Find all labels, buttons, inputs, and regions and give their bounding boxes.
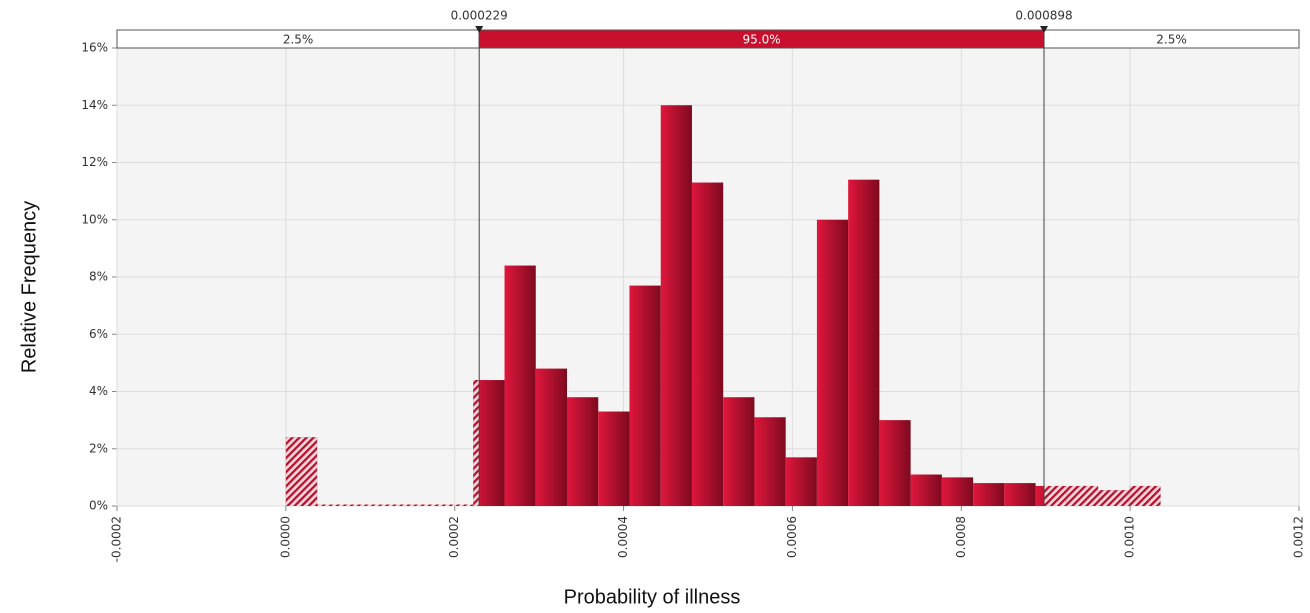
bar-hatch [442,504,474,506]
bar [785,457,817,506]
region-label: 2.5% [283,33,314,47]
bar-hatch [379,504,411,506]
x-tick-label: 0.0012 [1292,516,1306,558]
y-tick-label: 6% [89,327,108,341]
x-tick-label: 0.0002 [447,516,461,558]
bar [941,477,974,506]
bar [504,265,536,506]
x-tick-label: -0.0002 [110,516,124,562]
y-axis-title: Relative Frequency [18,201,40,373]
y-tick-label: 16% [81,41,108,55]
delimiter-label: 0.000229 [451,9,508,23]
delimiter-marker [475,26,484,33]
bar [754,417,786,506]
x-axis-title: Probability of illness [564,586,741,608]
bar [567,397,599,506]
bar-hatch [1129,485,1161,506]
bar-hatch [1044,485,1067,506]
bar [1004,483,1036,506]
bar-hatch [473,380,480,506]
x-tick-label: 0.0006 [785,516,799,558]
bar [973,483,1005,506]
delimiter-marker [1040,26,1049,33]
bar [848,179,880,507]
y-tick-label: 0% [89,499,108,513]
y-tick-label: 2% [89,441,108,455]
bar [723,397,755,506]
y-tick-label: 4% [89,384,108,398]
bar [660,105,692,506]
x-tick-label: 0.0004 [616,516,630,558]
region-label: 2.5% [1156,33,1187,47]
y-tick-label: 8% [89,270,108,284]
bar [535,368,568,506]
bar-hatch [348,504,380,506]
bar [910,474,942,506]
x-tick-label: 0.0010 [1123,516,1137,558]
bar-hatch [317,504,349,506]
bar [816,219,849,506]
bar-hatch [1098,490,1130,506]
bar-hatch [1066,485,1099,506]
x-tick-label: 0.0000 [278,516,292,558]
delimiter-label: 0.000898 [1015,9,1072,23]
bar [691,182,724,506]
x-tick-label: 0.0008 [954,516,968,558]
bar-hatch [410,504,443,506]
y-tick-label: 10% [81,212,108,226]
region-label: 95.0% [743,33,781,47]
y-tick-label: 12% [81,155,108,169]
bar [879,420,911,506]
bar [598,411,630,506]
bar-hatch [285,437,318,506]
bar [629,285,661,506]
y-tick-label: 14% [81,98,108,112]
